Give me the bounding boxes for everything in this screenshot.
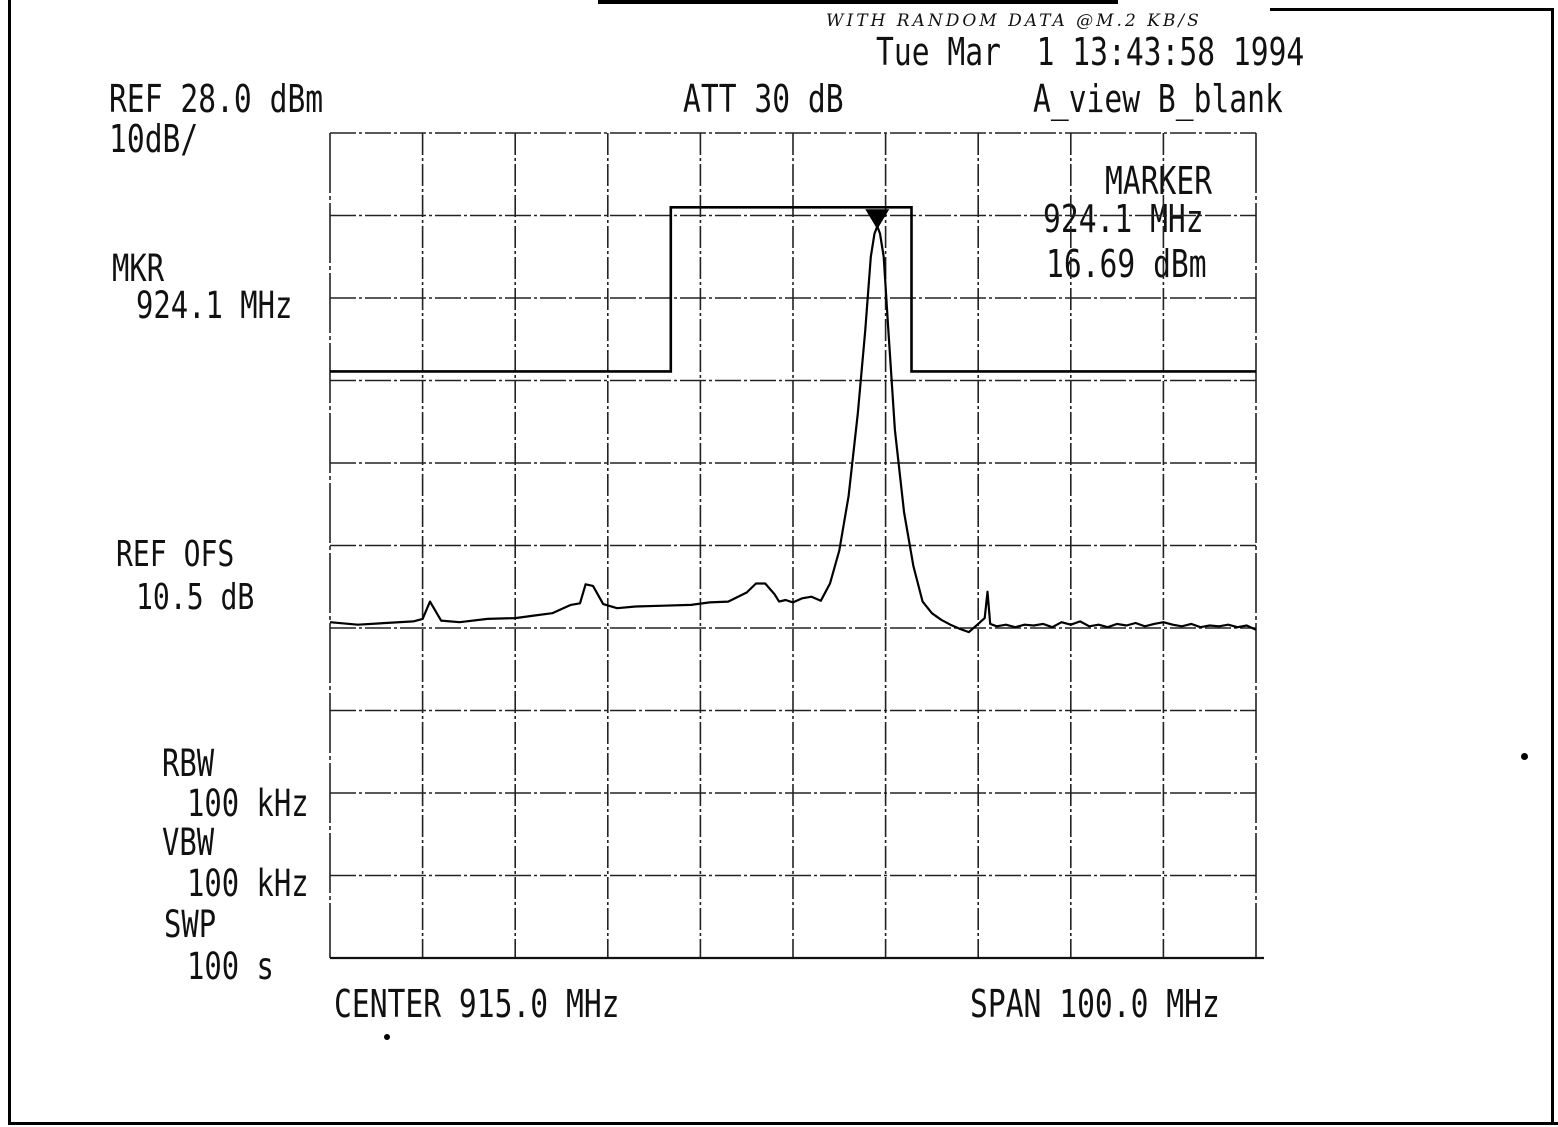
measured-trace [329, 225, 1257, 634]
limit-line [330, 206, 1256, 373]
attenuation: ATT 30 dB [683, 77, 844, 121]
span: SPAN 100.0 MHz [970, 982, 1220, 1026]
scan-speck [1521, 753, 1528, 760]
trace-mode: A_view B_blank [1033, 77, 1283, 121]
border-bottom [8, 1122, 1558, 1125]
center-frequency: CENTER 915.0 MHz [334, 982, 620, 1026]
swp-label: SWP [164, 903, 217, 946]
mkr-label: MKR [112, 247, 165, 290]
rbw-value: 100 kHz [187, 782, 309, 825]
marker-frequency: 924.1 MHz [1043, 197, 1204, 241]
top-scan-strip [598, 0, 1118, 4]
ref-offset-value: 10.5 dB [136, 577, 255, 618]
timestamp: Tue Mar 1 13:43:58 1994 [876, 30, 1305, 74]
border-top [1270, 8, 1554, 11]
scan-speck [384, 1034, 390, 1040]
vbw-value: 100 kHz [187, 862, 309, 905]
border-right [1551, 8, 1554, 1122]
ref-level: REF 28.0 dBm [109, 77, 324, 121]
handwritten-annotation: WITH RANDOM DATA @M.2 KB/S [826, 11, 1202, 31]
marker-level: 16.69 dBm [1046, 242, 1207, 286]
ref-offset-label: REF OFS [116, 534, 235, 575]
marker-triangle [865, 209, 890, 230]
scale-per-div: 10dB/ [109, 117, 199, 161]
vbw-label: VBW [162, 821, 215, 864]
rbw-label: RBW [162, 742, 215, 785]
swp-value: 100 s [187, 945, 274, 988]
mkr-value: 924.1 MHz [136, 284, 293, 327]
marker-title: MARKER [1105, 159, 1213, 203]
border-left [8, 0, 11, 1124]
